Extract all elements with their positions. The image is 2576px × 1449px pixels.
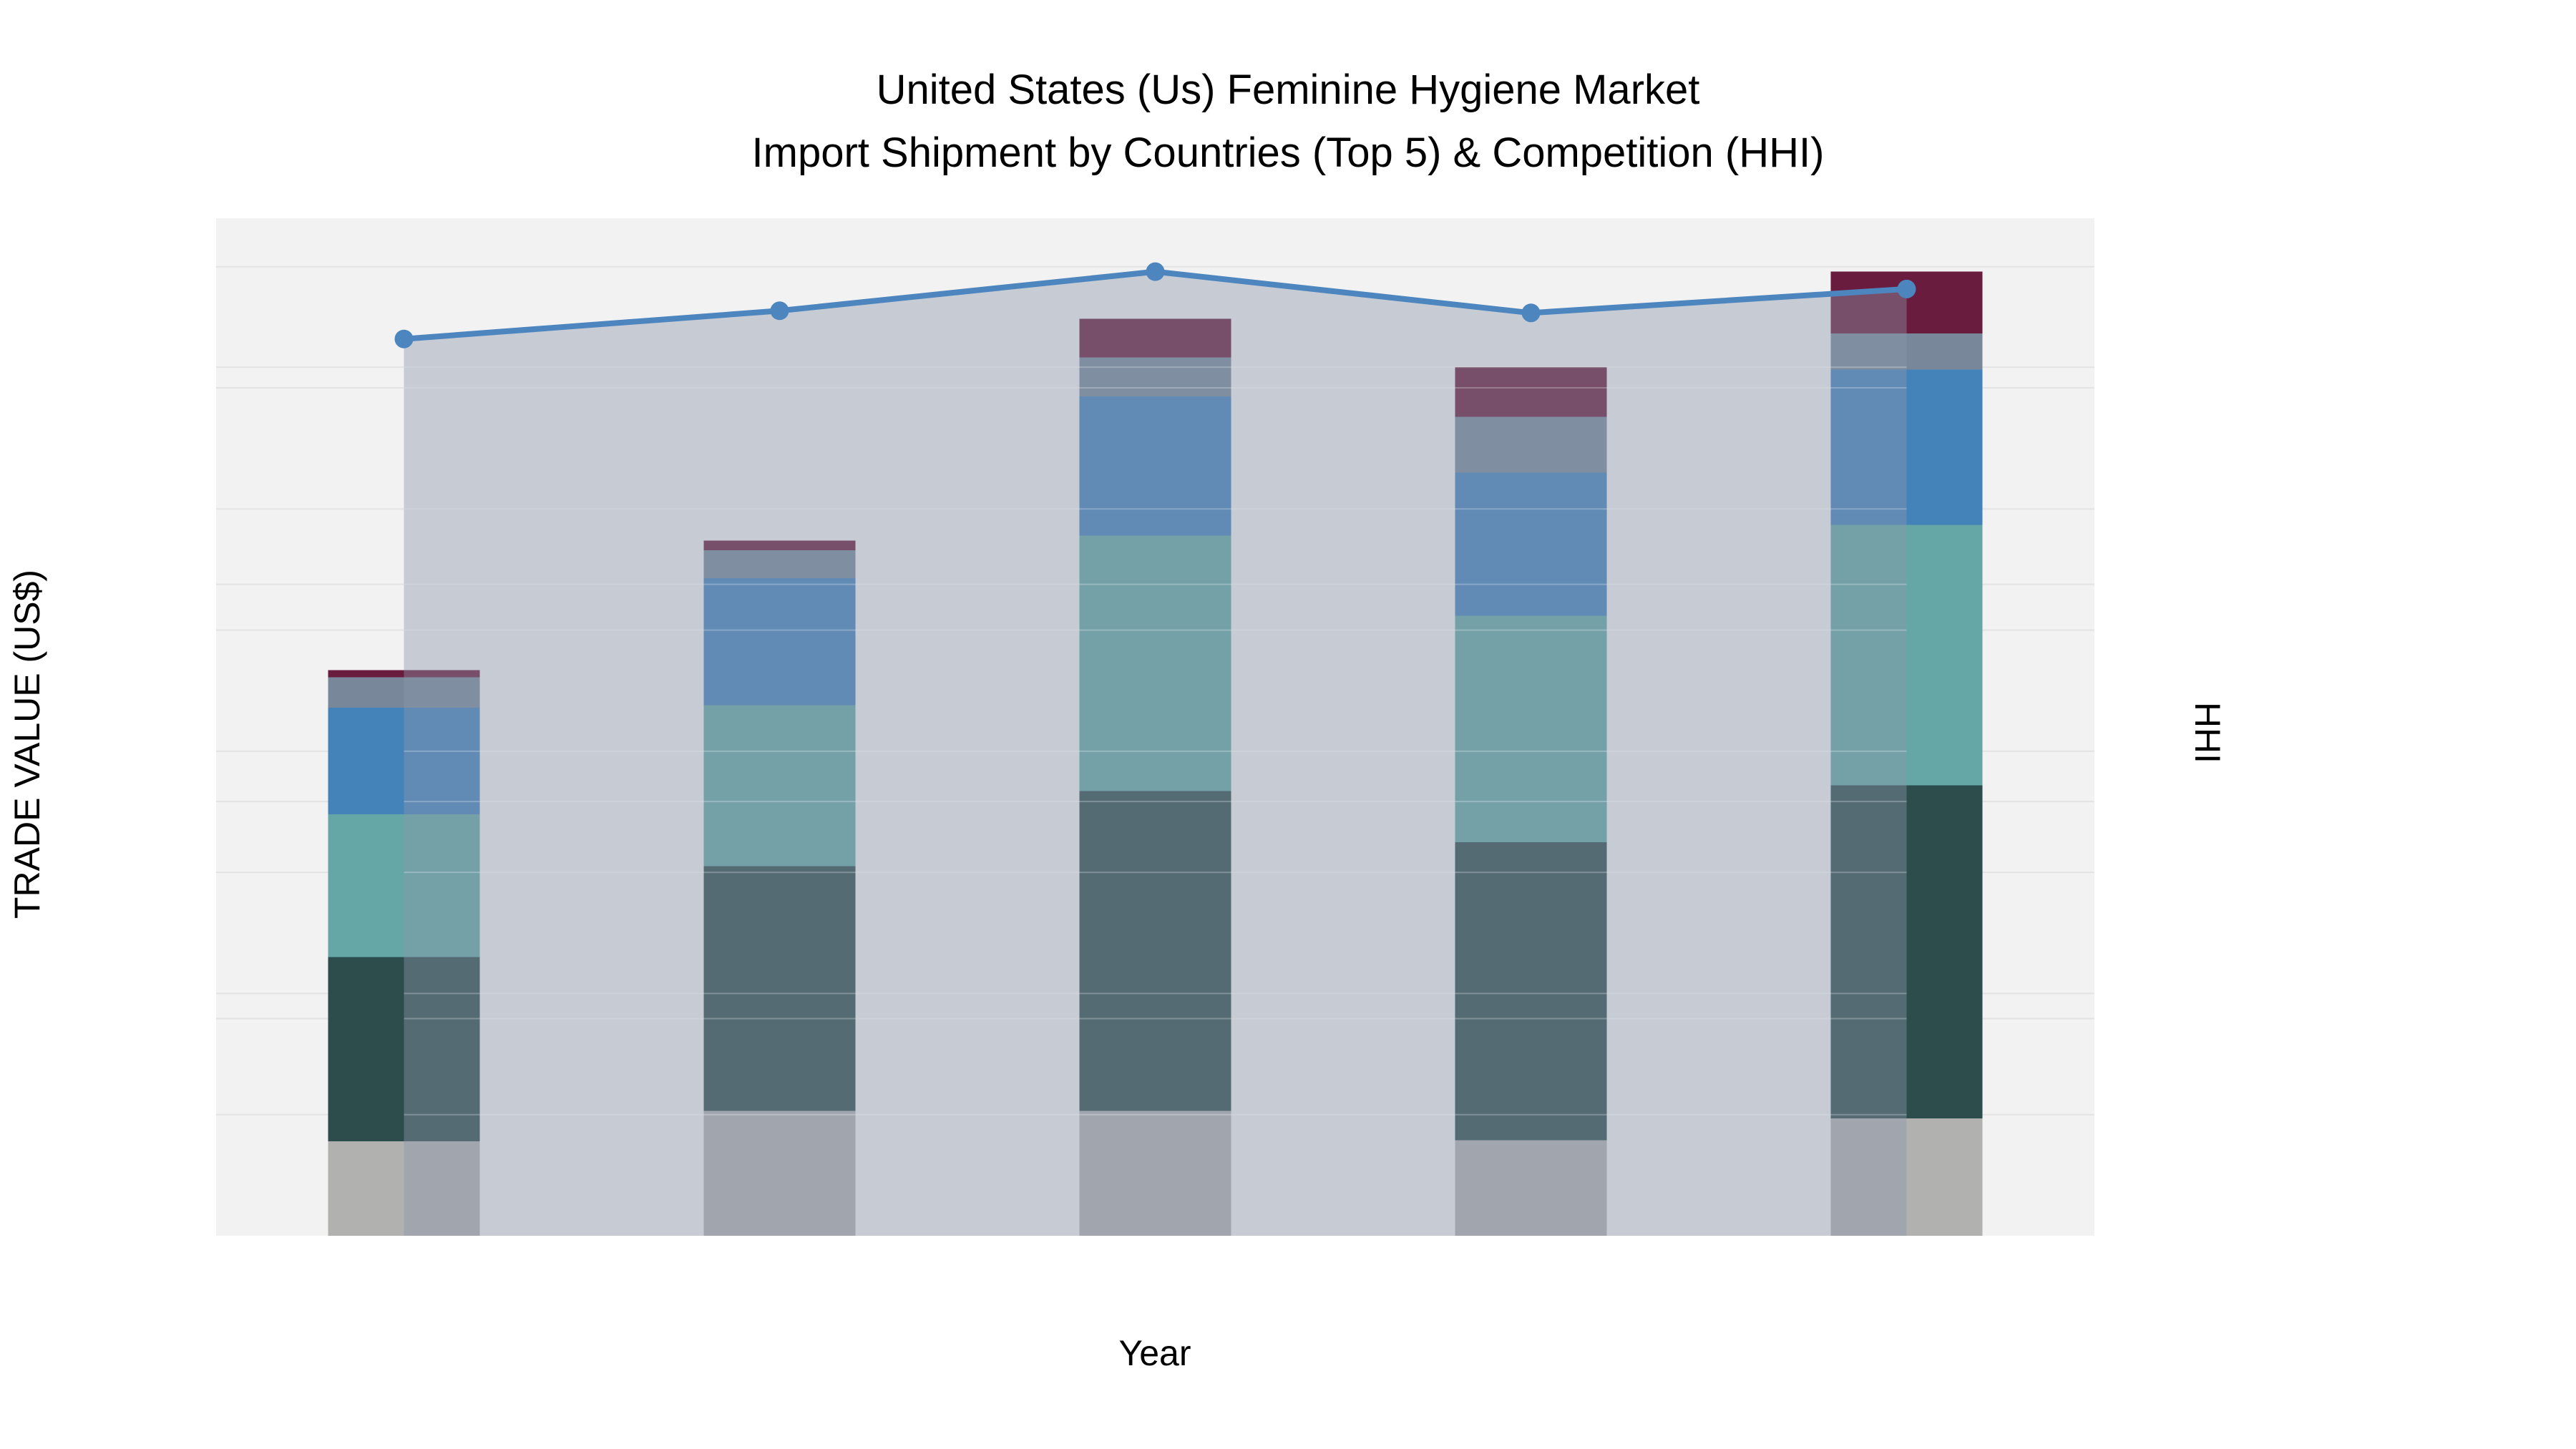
bar-segment-mexico-2022[interactable] [1079, 791, 1231, 1111]
x-axis-title: Year [1118, 1333, 1191, 1373]
bar-segment-czechia-2020[interactable] [328, 670, 480, 678]
bar-segment-mexico-2020[interactable] [328, 957, 480, 1141]
hhi-area-fill [404, 271, 1907, 1236]
bar-segment-others-2021[interactable] [703, 1111, 856, 1236]
bar-segment-israel-2024[interactable] [1830, 333, 1983, 370]
bar-segment-china-2021[interactable] [703, 705, 856, 867]
bar-segment-china-2024[interactable] [1830, 525, 1983, 786]
bar-segment-others-2023[interactable] [1455, 1140, 1607, 1236]
bar-segment-israel-2020[interactable] [328, 677, 480, 708]
hhi-point-2023[interactable] [1521, 303, 1541, 323]
y-axis-title-left: TRADE VALUE (US$) [7, 569, 47, 919]
bar-segment-china-2023[interactable] [1455, 615, 1607, 842]
hhi-point-2024[interactable] [1897, 279, 1916, 298]
chart-title-line2: Import Shipment by Countries (Top 5) & C… [751, 130, 1825, 176]
bar-segment-china-2020[interactable] [328, 814, 480, 957]
bar-segment-others-2022[interactable] [1079, 1111, 1231, 1236]
bar-segment-canada-2021[interactable] [703, 577, 856, 706]
chart-title: United States (Us) Feminine Hygiene Mark… [0, 59, 2576, 185]
bar-segment-israel-2021[interactable] [703, 550, 856, 578]
y-axis-title-right: HHI [2187, 701, 2228, 764]
bar-segment-mexico-2024[interactable] [1830, 785, 1983, 1118]
bar-segment-canada-2022[interactable] [1079, 396, 1231, 536]
bar-segment-others-2020[interactable] [328, 1141, 480, 1236]
bar-segment-czechia-2023[interactable] [1455, 367, 1607, 417]
bar-segment-canada-2023[interactable] [1455, 472, 1607, 616]
hhi-point-2021[interactable] [770, 301, 789, 321]
bar-segment-czechia-2022[interactable] [1079, 318, 1231, 358]
hhi-point-2022[interactable] [1146, 262, 1165, 281]
bar-segment-mexico-2021[interactable] [703, 866, 856, 1111]
bar-segment-canada-2020[interactable] [328, 707, 480, 814]
bar-segment-czechia-2021[interactable] [703, 540, 856, 550]
bar-segment-israel-2022[interactable] [1079, 357, 1231, 396]
hhi-point-2020[interactable] [394, 329, 414, 348]
chart-title-line1: United States (Us) Feminine Hygiene Mark… [876, 67, 1700, 113]
bar-segment-canada-2024[interactable] [1830, 369, 1983, 525]
bar-segment-israel-2023[interactable] [1455, 416, 1607, 473]
bar-segment-mexico-2023[interactable] [1455, 841, 1607, 1141]
bar-segment-others-2024[interactable] [1830, 1118, 1983, 1236]
bar-segment-china-2022[interactable] [1079, 535, 1231, 791]
